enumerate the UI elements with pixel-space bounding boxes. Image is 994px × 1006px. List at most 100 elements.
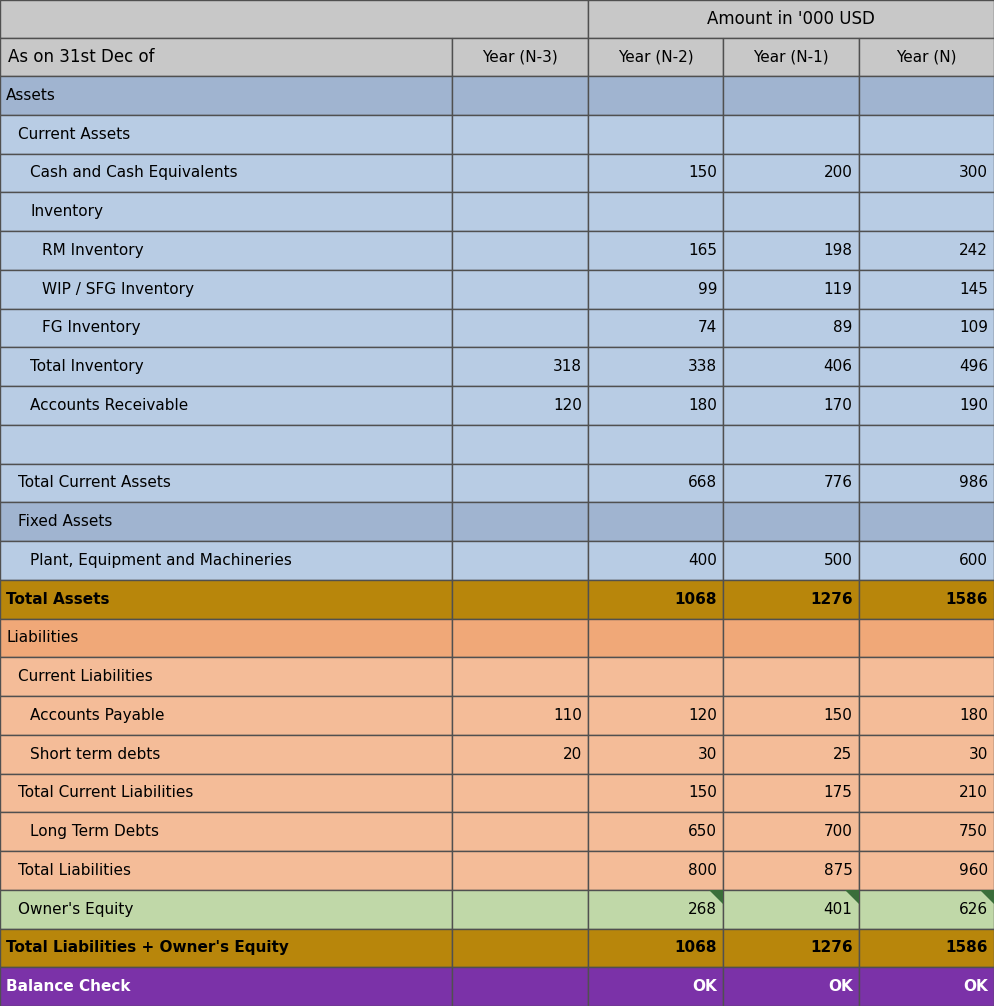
Bar xyxy=(452,889,587,929)
Text: Current Assets: Current Assets xyxy=(18,127,130,142)
Bar xyxy=(0,734,452,774)
Text: 318: 318 xyxy=(553,359,581,374)
Text: 180: 180 xyxy=(959,708,988,723)
Text: Total Liabilities: Total Liabilities xyxy=(18,863,131,878)
Bar xyxy=(859,696,994,734)
Text: 500: 500 xyxy=(824,553,853,567)
Bar xyxy=(0,929,452,967)
Bar xyxy=(724,231,859,270)
Text: 119: 119 xyxy=(824,282,853,297)
Bar xyxy=(587,76,724,115)
Text: 165: 165 xyxy=(688,242,717,258)
Bar xyxy=(724,541,859,579)
Bar xyxy=(859,309,994,347)
Text: 150: 150 xyxy=(688,165,717,180)
Bar xyxy=(0,309,452,347)
Bar xyxy=(0,386,452,425)
Polygon shape xyxy=(845,889,859,903)
Bar xyxy=(452,154,587,192)
Text: 99: 99 xyxy=(698,282,717,297)
Text: Year (N-2): Year (N-2) xyxy=(617,49,693,64)
Bar xyxy=(587,464,724,502)
Bar xyxy=(0,967,452,1006)
Text: OK: OK xyxy=(963,979,988,994)
Text: Short term debts: Short term debts xyxy=(30,746,160,762)
Bar xyxy=(859,154,994,192)
Bar xyxy=(859,192,994,231)
Text: Current Liabilities: Current Liabilities xyxy=(18,669,153,684)
Bar xyxy=(452,734,587,774)
Bar xyxy=(724,309,859,347)
Text: Accounts Receivable: Accounts Receivable xyxy=(30,398,188,412)
Bar xyxy=(452,115,587,154)
Bar xyxy=(724,38,859,76)
Text: 109: 109 xyxy=(959,320,988,335)
Text: 1068: 1068 xyxy=(675,592,717,607)
Bar xyxy=(724,115,859,154)
Bar xyxy=(587,425,724,464)
Text: 120: 120 xyxy=(688,708,717,723)
Bar xyxy=(0,231,452,270)
Bar xyxy=(0,115,452,154)
Bar xyxy=(724,579,859,619)
Text: 30: 30 xyxy=(968,746,988,762)
Text: 406: 406 xyxy=(824,359,853,374)
Text: Cash and Cash Equivalents: Cash and Cash Equivalents xyxy=(30,165,238,180)
Bar xyxy=(587,115,724,154)
Bar xyxy=(724,967,859,1006)
Bar xyxy=(452,541,587,579)
Text: Total Current Liabilities: Total Current Liabilities xyxy=(18,786,194,801)
Text: 750: 750 xyxy=(959,824,988,839)
Bar xyxy=(587,851,724,889)
Bar xyxy=(0,425,452,464)
Text: 338: 338 xyxy=(688,359,717,374)
Text: 875: 875 xyxy=(824,863,853,878)
Bar xyxy=(587,231,724,270)
Bar xyxy=(859,889,994,929)
Bar xyxy=(587,812,724,851)
Bar xyxy=(0,192,452,231)
Bar xyxy=(724,76,859,115)
Bar xyxy=(0,464,452,502)
Bar xyxy=(587,734,724,774)
Text: 150: 150 xyxy=(824,708,853,723)
Text: 776: 776 xyxy=(824,476,853,490)
Text: 198: 198 xyxy=(824,242,853,258)
Bar xyxy=(859,734,994,774)
Bar xyxy=(859,619,994,657)
Bar xyxy=(0,76,452,115)
Bar xyxy=(587,154,724,192)
Bar xyxy=(859,967,994,1006)
Bar xyxy=(452,386,587,425)
Bar xyxy=(452,579,587,619)
Text: Year (N): Year (N) xyxy=(896,49,956,64)
Text: OK: OK xyxy=(693,979,717,994)
Text: 25: 25 xyxy=(833,746,853,762)
Text: Inventory: Inventory xyxy=(30,204,103,219)
Text: 200: 200 xyxy=(824,165,853,180)
Text: Liabilities: Liabilities xyxy=(6,631,79,646)
Bar xyxy=(859,929,994,967)
Bar xyxy=(724,270,859,309)
Bar xyxy=(859,38,994,76)
Bar xyxy=(587,38,724,76)
Text: 120: 120 xyxy=(553,398,581,412)
Text: 496: 496 xyxy=(959,359,988,374)
Bar xyxy=(859,657,994,696)
Bar xyxy=(724,502,859,541)
Bar xyxy=(859,541,994,579)
Bar xyxy=(0,579,452,619)
Bar xyxy=(724,696,859,734)
Bar xyxy=(859,502,994,541)
Bar xyxy=(452,967,587,1006)
Text: 145: 145 xyxy=(959,282,988,297)
Text: 74: 74 xyxy=(698,320,717,335)
Bar xyxy=(859,851,994,889)
Text: Total Current Assets: Total Current Assets xyxy=(18,476,171,490)
Bar xyxy=(0,851,452,889)
Bar xyxy=(859,425,994,464)
Text: Amount in '000 USD: Amount in '000 USD xyxy=(707,10,875,28)
Text: 175: 175 xyxy=(824,786,853,801)
Text: Total Liabilities + Owner's Equity: Total Liabilities + Owner's Equity xyxy=(6,941,289,956)
Bar xyxy=(859,386,994,425)
